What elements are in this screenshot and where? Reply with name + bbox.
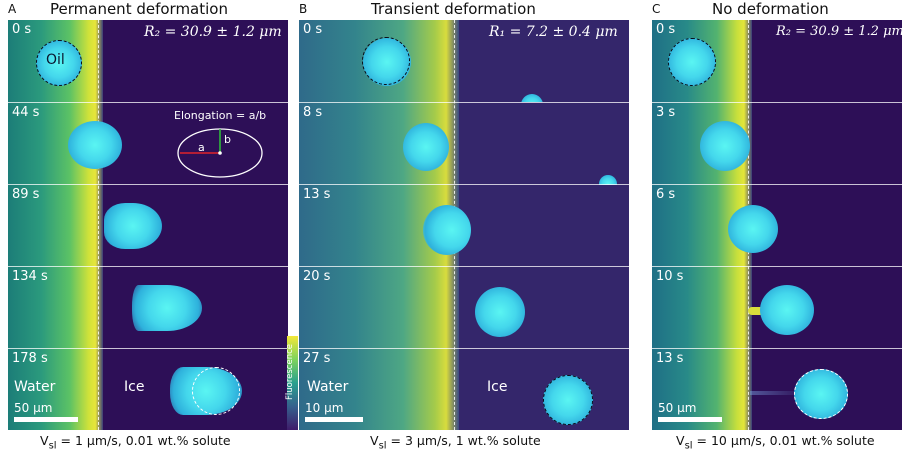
caption-conditions: = 10 μm/s, 0.01 wt.% solute	[692, 433, 875, 448]
scale-bar-label: 10 μm	[305, 401, 344, 415]
panel-b-caption: Vsl = 3 μm/s, 1 wt.% solute	[370, 433, 541, 452]
scale-bar-line	[14, 417, 78, 422]
oil-droplet-small	[521, 94, 543, 102]
velocity-symbol: V	[40, 433, 49, 448]
panel-a-image: 0 s R₂ = 30.9 ± 1.2 μm Oil 44 s Elongati…	[8, 20, 288, 430]
ice-label: Ice	[487, 379, 508, 395]
oil-droplet	[104, 203, 162, 249]
radius-label: R₁ = 7.2 ± 0.4 μm	[489, 24, 618, 40]
water-label: Water	[307, 379, 349, 395]
radius-label: R₂ = 30.9 ± 1.2 μm	[144, 24, 282, 40]
time-row: 10 s	[652, 266, 902, 349]
time-row: 134 s	[8, 266, 288, 349]
oil-droplet	[68, 121, 122, 169]
panel-c-title: No deformation	[712, 0, 829, 18]
axis-a-label: a	[198, 141, 205, 154]
panel-a-header: A Permanent deformation	[8, 0, 288, 18]
panel-b-image: 0 s R₁ = 7.2 ± 0.4 μm 8 s 13 s 20 s 27 s…	[299, 20, 629, 430]
oil-droplet	[728, 205, 778, 253]
time-row: 178 s Water Ice	[8, 348, 288, 430]
timestamp: 0 s	[12, 22, 32, 37]
ice-water-interface	[98, 20, 99, 430]
caption-conditions: = 3 μm/s, 1 wt.% solute	[386, 433, 541, 448]
panel-a-letter: A	[8, 2, 17, 16]
timestamp: 10 s	[656, 269, 684, 284]
oil-droplet	[132, 285, 202, 331]
timestamp: 0 s	[303, 22, 323, 37]
water-region	[8, 20, 103, 430]
panel-b-header: B Transient deformation	[299, 0, 629, 18]
scale-bar-label: 50 μm	[658, 401, 697, 415]
velocity-symbol: V	[370, 433, 379, 448]
velocity-subscript: sl	[48, 440, 57, 452]
oil-droplet-small	[599, 175, 617, 185]
time-row: 8 s	[299, 102, 629, 185]
panel-a-title: Permanent deformation	[50, 0, 228, 18]
oil-droplet	[403, 123, 449, 171]
scale-bar: 50 μm	[658, 401, 722, 422]
time-row: 13 s	[652, 348, 902, 430]
panel-c-header: C No deformation	[652, 0, 902, 18]
timestamp: 13 s	[303, 187, 331, 202]
time-row: 6 s	[652, 184, 902, 267]
time-row: 0 s R₂ = 30.9 ± 1.2 μm Oil	[8, 20, 288, 102]
oil-droplet	[760, 285, 814, 335]
droplet-outline	[794, 369, 848, 419]
time-row: 20 s	[299, 266, 629, 349]
colorbar-label: Fluorescence	[285, 344, 295, 400]
velocity-symbol: V	[676, 433, 685, 448]
time-row: 0 s R₂ = 30.9 ± 1.2 μm	[652, 20, 902, 102]
radius-label: R₂ = 30.9 ± 1.2 μm	[776, 24, 902, 39]
timestamp: 8 s	[303, 105, 323, 120]
oil-droplet	[475, 287, 525, 337]
timestamp: 13 s	[656, 351, 684, 366]
scale-bar: 50 μm	[14, 401, 78, 422]
time-row: 89 s	[8, 184, 288, 267]
scale-bar: 10 μm	[305, 401, 363, 422]
elongation-formula: Elongation = a/b	[174, 109, 267, 122]
elongation-inset: Elongation = a/b a b	[174, 107, 288, 183]
droplet-tail	[750, 391, 794, 395]
droplet-outline	[668, 38, 716, 86]
timestamp: 89 s	[12, 187, 40, 202]
time-row: 13 s	[299, 184, 629, 267]
time-row: 3 s	[652, 102, 902, 185]
panel-a-caption: Vsl = 1 μm/s, 0.01 wt.% solute	[40, 433, 231, 452]
velocity-subscript: sl	[684, 440, 693, 452]
caption-conditions: = 1 μm/s, 0.01 wt.% solute	[56, 433, 231, 448]
droplet-outline	[192, 367, 240, 415]
ice-neck	[748, 307, 764, 315]
oil-droplet	[700, 121, 750, 171]
timestamp: 3 s	[656, 105, 676, 120]
panel-c-letter: C	[652, 2, 661, 16]
time-row: 27 s Water Ice	[299, 348, 629, 430]
oil-droplet	[423, 205, 471, 255]
panel-b-letter: B	[299, 2, 308, 16]
scale-bar-line	[658, 417, 722, 422]
timestamp: 0 s	[656, 22, 676, 37]
elongation-ellipse-diagram	[177, 128, 263, 178]
timestamp: 6 s	[656, 187, 676, 202]
timestamp: 20 s	[303, 269, 331, 284]
scale-bar-line	[305, 417, 363, 422]
fluorescence-colorbar	[287, 336, 298, 430]
water-label: Water	[14, 379, 56, 395]
axis-b-label: b	[224, 133, 231, 146]
oil-label: Oil	[46, 52, 65, 68]
droplet-outline	[36, 40, 82, 86]
time-row: 0 s R₁ = 7.2 ± 0.4 μm	[299, 20, 629, 102]
panel-c-image: 0 s R₂ = 30.9 ± 1.2 μm 3 s 6 s 10 s 13 s…	[652, 20, 902, 430]
droplet-outline	[362, 37, 410, 85]
timestamp: 178 s	[12, 351, 48, 366]
droplet-outline	[543, 375, 593, 425]
timestamp: 27 s	[303, 351, 331, 366]
panel-c-caption: Vsl = 10 μm/s, 0.01 wt.% solute	[676, 433, 875, 452]
panel-b-title: Transient deformation	[371, 0, 536, 18]
timestamp: 44 s	[12, 105, 40, 120]
velocity-subscript: sl	[378, 440, 387, 452]
ice-label: Ice	[124, 379, 145, 395]
timestamp: 134 s	[12, 269, 48, 284]
scale-bar-label: 50 μm	[14, 401, 53, 415]
time-row: 44 s Elongation = a/b a b	[8, 102, 288, 185]
